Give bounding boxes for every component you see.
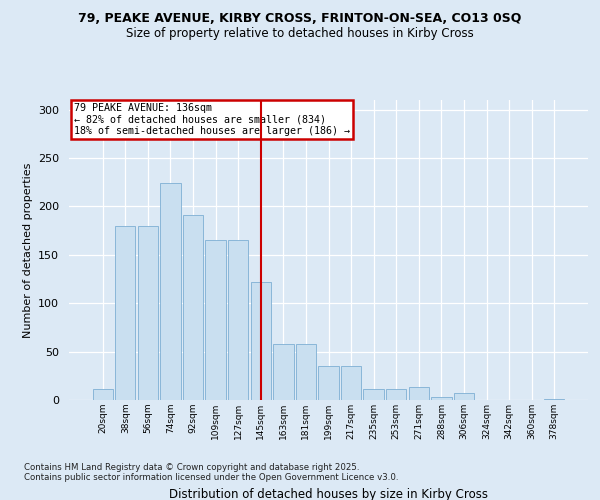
Bar	[341, 366, 361, 400]
Bar	[205, 240, 226, 400]
Bar	[454, 393, 474, 400]
Bar	[228, 240, 248, 400]
Bar	[409, 388, 429, 400]
Bar	[115, 226, 136, 400]
Bar	[386, 390, 406, 400]
Text: Contains HM Land Registry data © Crown copyright and database right 2025.: Contains HM Land Registry data © Crown c…	[24, 462, 359, 471]
Bar	[364, 390, 384, 400]
Bar	[544, 399, 565, 400]
Bar	[92, 390, 113, 400]
Y-axis label: Number of detached properties: Number of detached properties	[23, 162, 32, 338]
Bar	[273, 344, 293, 400]
Bar	[251, 282, 271, 400]
Bar	[319, 366, 338, 400]
Text: Size of property relative to detached houses in Kirby Cross: Size of property relative to detached ho…	[126, 28, 474, 40]
Bar	[138, 226, 158, 400]
Bar	[431, 397, 452, 400]
Text: 79 PEAKE AVENUE: 136sqm
← 82% of detached houses are smaller (834)
18% of semi-d: 79 PEAKE AVENUE: 136sqm ← 82% of detache…	[74, 103, 350, 136]
Bar	[296, 344, 316, 400]
X-axis label: Distribution of detached houses by size in Kirby Cross: Distribution of detached houses by size …	[169, 488, 488, 500]
Text: Contains public sector information licensed under the Open Government Licence v3: Contains public sector information licen…	[24, 472, 398, 482]
Text: 79, PEAKE AVENUE, KIRBY CROSS, FRINTON-ON-SEA, CO13 0SQ: 79, PEAKE AVENUE, KIRBY CROSS, FRINTON-O…	[79, 12, 521, 26]
Bar	[160, 183, 181, 400]
Bar	[183, 215, 203, 400]
